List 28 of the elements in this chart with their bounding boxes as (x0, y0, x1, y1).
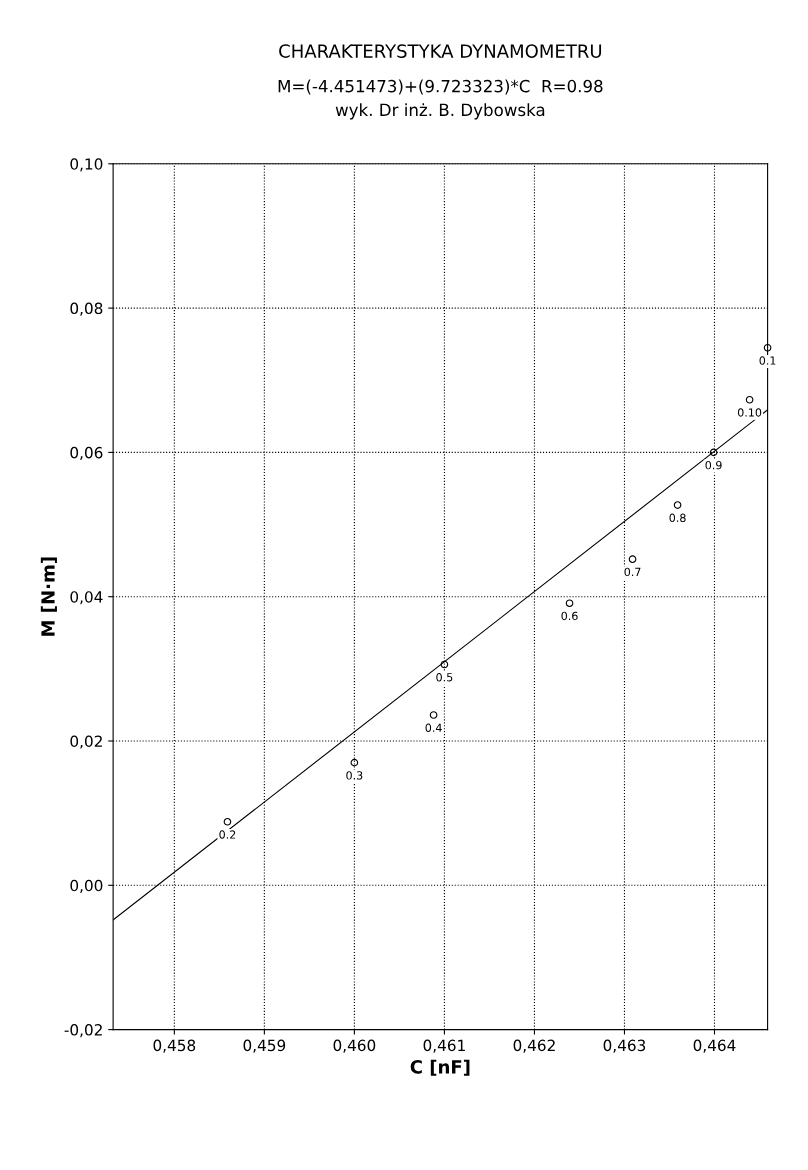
y-tick-label: 0,04 (70, 591, 103, 605)
y-axis-title: M [N·m] (40, 557, 57, 636)
x-tick-label: 0,460 (333, 1039, 376, 1053)
y-tick-label: 0,06 (70, 446, 103, 460)
annotation: 0.4 (425, 723, 442, 732)
x-tick-label: 0,463 (603, 1039, 646, 1053)
annotation: 0.2 (219, 830, 236, 839)
x-tick-label: 0,459 (243, 1039, 286, 1053)
annotation: 0.3 (346, 771, 363, 780)
chart-title: CHARAKTERYSTYKA DYNAMOMETRU (279, 44, 602, 58)
x-axis-title: C [nF] (410, 1059, 470, 1076)
y-tick-label: -0,02 (64, 1024, 102, 1038)
x-tick-label: 0,464 (693, 1039, 736, 1053)
y-tick-label: 0,00 (70, 879, 103, 893)
y-tick-label: 0,10 (70, 158, 103, 172)
annotation: 0.10 (737, 408, 762, 417)
x-tick-label: 0,462 (513, 1039, 555, 1053)
annotation: 0.9 (705, 460, 722, 470)
chart-subtitle: M=(-4.451473)+(9.723323)*C R=0.98 wyk. Dr inż. B. Dybowska (278, 79, 603, 120)
annotation: 0.6 (561, 611, 578, 621)
y-tick-label: 0,08 (70, 302, 103, 316)
annotation: 0.8 (669, 513, 686, 522)
annotation: 0.5 (436, 673, 453, 682)
annotation: 0.1 (759, 356, 776, 365)
y-tick-label: 0,02 (70, 735, 102, 749)
x-tick-label: 0,461 (423, 1039, 465, 1053)
x-tick-label: 0,458 (153, 1039, 196, 1053)
annotation: 0.7 (624, 567, 641, 577)
